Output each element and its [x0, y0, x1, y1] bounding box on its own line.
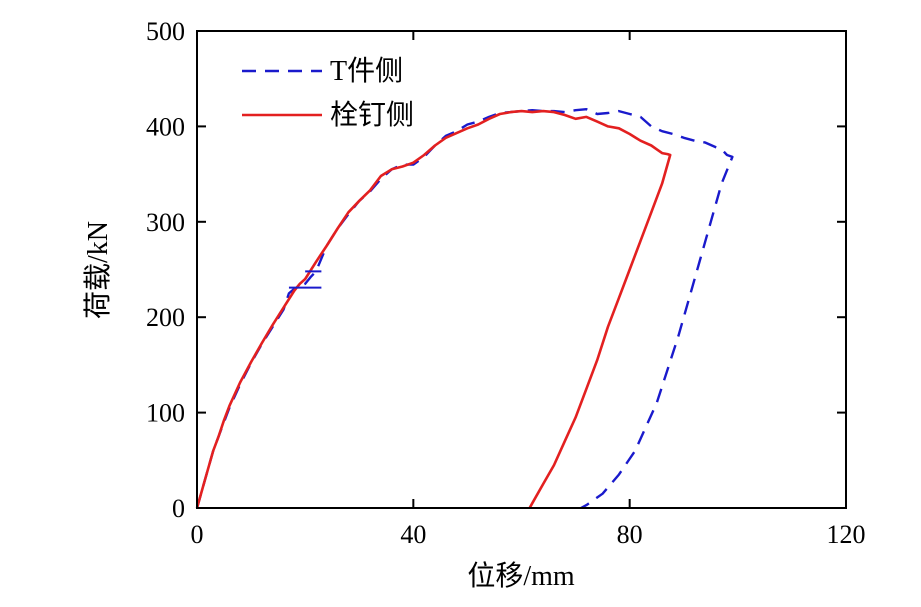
plot-frame	[196, 30, 847, 509]
x-tick-label: 80	[617, 520, 643, 549]
legend-label-stud-side: 栓钉侧	[330, 99, 414, 131]
x-tick-label: 40	[400, 520, 426, 549]
y-tick-label: 100	[146, 399, 185, 428]
y-tick-label: 200	[146, 303, 185, 332]
y-axis-title: 荷载/kN	[82, 221, 114, 319]
axis-tick-labels: 0 40 80 120 0 100 200 300 400 500	[146, 17, 866, 549]
y-tick-label: 0	[172, 494, 185, 523]
x-tick-label: 0	[191, 520, 204, 549]
y-tick-label: 300	[146, 208, 185, 237]
legend: T件侧 栓钉侧	[242, 55, 414, 131]
x-axis-title: 位移/mm	[467, 560, 575, 592]
axis-ticks	[196, 30, 847, 509]
legend-label-t-side: T件侧	[330, 55, 403, 87]
y-tick-label: 500	[146, 17, 185, 46]
series-line-stud-side	[195, 109, 672, 509]
plot-content	[195, 107, 734, 510]
x-tick-label: 120	[827, 520, 866, 549]
y-tick-label: 400	[146, 112, 185, 141]
